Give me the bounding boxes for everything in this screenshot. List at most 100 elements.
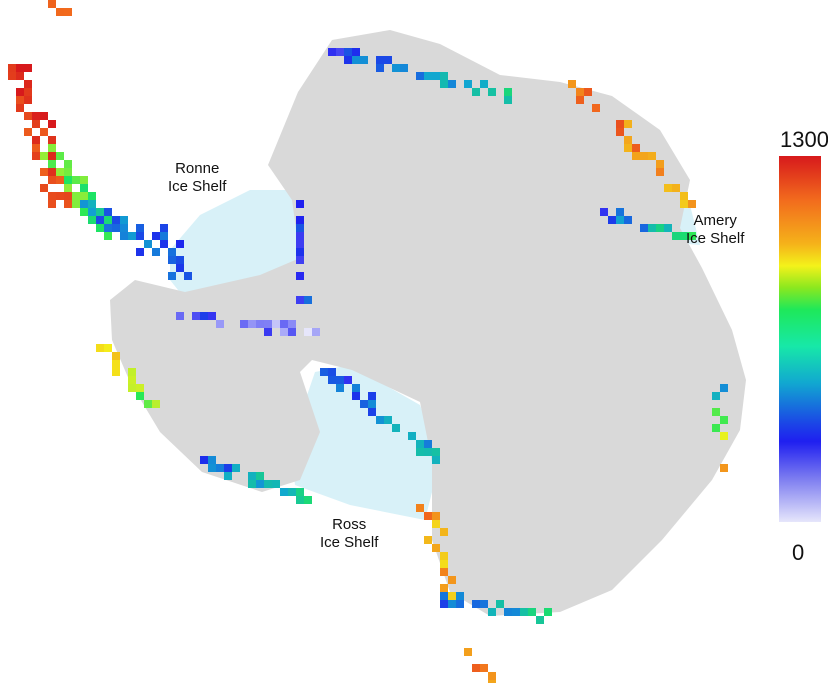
data-cell [616,208,624,216]
data-cell [24,80,32,88]
data-cell [504,608,512,616]
data-cell [72,192,80,200]
data-cell [248,320,256,328]
data-cell [192,312,200,320]
data-cell [56,8,64,16]
data-cell [40,112,48,120]
data-cell [712,392,720,400]
data-cell [280,488,288,496]
data-cell [296,224,304,232]
data-cell [96,216,104,224]
data-cell [720,416,728,424]
data-cell [392,64,400,72]
data-cell [376,56,384,64]
data-cell [640,152,648,160]
data-cell [80,176,88,184]
ross-label: Ross Ice Shelf [320,516,379,551]
data-cell [280,320,288,328]
data-cell [16,88,24,96]
data-cell [176,312,184,320]
data-cell [112,360,120,368]
data-cell [88,208,96,216]
data-cell [120,232,128,240]
data-cell [336,48,344,56]
data-cell [176,256,184,264]
data-cell [328,368,336,376]
data-cell [432,544,440,552]
data-cell [272,480,280,488]
data-cell [280,328,288,336]
data-cell [48,160,56,168]
data-cell [32,120,40,128]
data-cell [416,448,424,456]
data-cell [40,168,48,176]
data-cell [136,232,144,240]
data-cell [600,208,608,216]
data-cell [720,464,728,472]
data-cell [96,344,104,352]
data-cell [392,424,400,432]
data-cell [528,608,536,616]
data-cell [432,72,440,80]
data-cell [672,184,680,192]
data-cell [440,528,448,536]
data-cell [296,200,304,208]
data-cell [496,600,504,608]
data-cell [480,664,488,672]
data-cell [232,464,240,472]
data-cell [440,560,448,568]
data-cell [208,464,216,472]
data-cell [296,272,304,280]
data-cell [376,64,384,72]
data-cell [520,608,528,616]
data-cell [432,448,440,456]
data-cell [488,88,496,96]
data-cell [80,184,88,192]
data-cell [472,88,480,96]
data-cell [512,608,520,616]
data-cell [440,600,448,608]
data-cell [216,464,224,472]
data-cell [32,136,40,144]
data-cell [48,176,56,184]
data-cell [624,144,632,152]
data-cell [168,248,176,256]
data-cell [16,64,24,72]
data-cell [64,8,72,16]
data-cell [472,600,480,608]
data-cell [136,224,144,232]
data-cell [144,240,152,248]
data-cell [160,224,168,232]
data-cell [48,200,56,208]
data-cell [576,88,584,96]
data-cell [104,216,112,224]
ronne-label: Ronne Ice Shelf [168,160,227,195]
data-cell [440,592,448,600]
data-cell [616,120,624,128]
data-cell [344,376,352,384]
data-cell [216,320,224,328]
data-cell [416,504,424,512]
data-cell [432,512,440,520]
data-cell [24,88,32,96]
data-cell [240,320,248,328]
data-cell [352,56,360,64]
data-cell [440,568,448,576]
data-cell [48,136,56,144]
data-cell [64,168,72,176]
data-cell [296,240,304,248]
data-cell [456,592,464,600]
data-cell [488,672,496,680]
data-cell [64,160,72,168]
data-cells [8,0,728,683]
data-cell [648,152,656,160]
data-cell [168,272,176,280]
data-cell [88,192,96,200]
data-cell [96,208,104,216]
data-cell [8,72,16,80]
data-cell [448,576,456,584]
data-cell [64,192,72,200]
data-cell [296,496,304,504]
data-cell [448,600,456,608]
data-cell [144,400,152,408]
